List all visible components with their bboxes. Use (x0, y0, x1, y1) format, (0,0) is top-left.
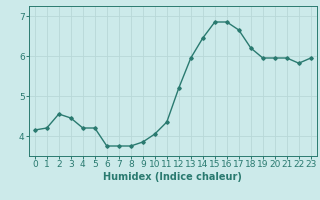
X-axis label: Humidex (Indice chaleur): Humidex (Indice chaleur) (103, 172, 242, 182)
